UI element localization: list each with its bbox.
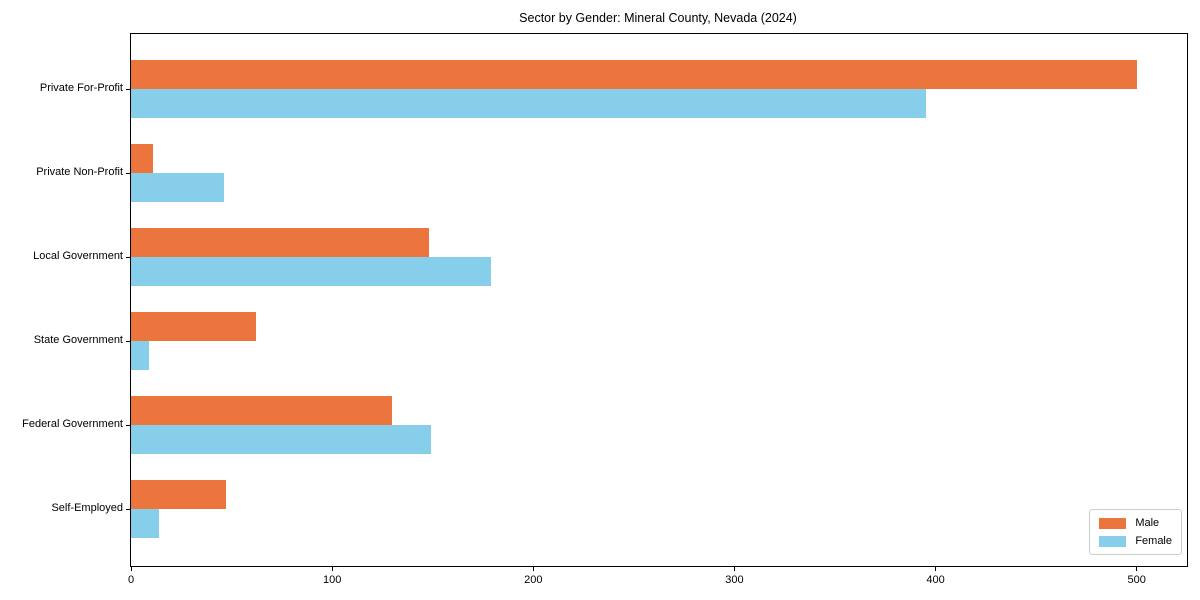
chart-title: Sector by Gender: Mineral County, Nevada… bbox=[519, 11, 797, 25]
legend-entry-male: Male bbox=[1099, 517, 1172, 529]
legend-label-male: Male bbox=[1135, 517, 1160, 529]
y-tick-label-private-non-profit: Private Non-Profit bbox=[36, 166, 123, 178]
y-tick-label-private-for-profit: Private For-Profit bbox=[39, 82, 123, 94]
bar-female-local-government bbox=[131, 257, 492, 286]
x-tick-mark-300 bbox=[733, 567, 735, 571]
bar-male-private-non-profit bbox=[131, 144, 154, 173]
y-tick-mark-private-for-profit bbox=[126, 88, 130, 90]
x-tick-label-0: 0 bbox=[127, 574, 135, 586]
bar-female-state-government bbox=[131, 341, 150, 370]
legend: Male Female bbox=[1089, 509, 1182, 555]
plot-area: Male Female Private For-Profit Private No… bbox=[22, 33, 1188, 586]
bar-male-self-employed bbox=[131, 480, 226, 509]
bar-female-private-for-profit bbox=[131, 89, 926, 118]
bar-female-private-non-profit bbox=[131, 173, 224, 202]
y-tick-label-local-government: Local Government bbox=[33, 250, 123, 262]
x-tick-label-200: 200 bbox=[524, 574, 543, 586]
bar-male-private-for-profit bbox=[131, 60, 1137, 89]
bar-male-local-government bbox=[131, 228, 429, 257]
x-tick-mark-400 bbox=[935, 567, 937, 571]
bar-male-federal-government bbox=[131, 396, 393, 425]
x-tick-label-500: 500 bbox=[1127, 574, 1146, 586]
x-tick-mark-100 bbox=[331, 567, 333, 571]
x-tick-mark-200 bbox=[532, 567, 534, 571]
y-tick-mark-federal-government bbox=[126, 424, 130, 426]
y-tick-label-federal-government: Federal Government bbox=[22, 418, 123, 430]
y-tick-mark-private-non-profit bbox=[126, 172, 130, 174]
x-tick-label-300: 300 bbox=[725, 574, 744, 586]
y-tick-mark-local-government bbox=[126, 256, 130, 258]
y-tick-mark-state-government bbox=[126, 340, 130, 342]
bar-female-federal-government bbox=[131, 425, 431, 454]
legend-swatch-female bbox=[1099, 535, 1127, 547]
x-tick-label-100: 100 bbox=[322, 574, 342, 586]
x-tick-label-400: 400 bbox=[926, 574, 945, 586]
legend-label-female: Female bbox=[1135, 535, 1172, 547]
x-tick-mark-0 bbox=[130, 567, 132, 571]
bar-male-state-government bbox=[131, 312, 256, 341]
legend-entry-female: Female bbox=[1099, 535, 1172, 547]
y-tick-label-self-employed: Self-Employed bbox=[51, 502, 123, 514]
x-tick-mark-500 bbox=[1136, 567, 1138, 571]
legend-swatch-male bbox=[1099, 517, 1127, 529]
bar-female-self-employed bbox=[131, 509, 160, 538]
y-tick-mark-self-employed bbox=[126, 508, 130, 510]
y-tick-label-state-government: State Government bbox=[33, 334, 123, 346]
